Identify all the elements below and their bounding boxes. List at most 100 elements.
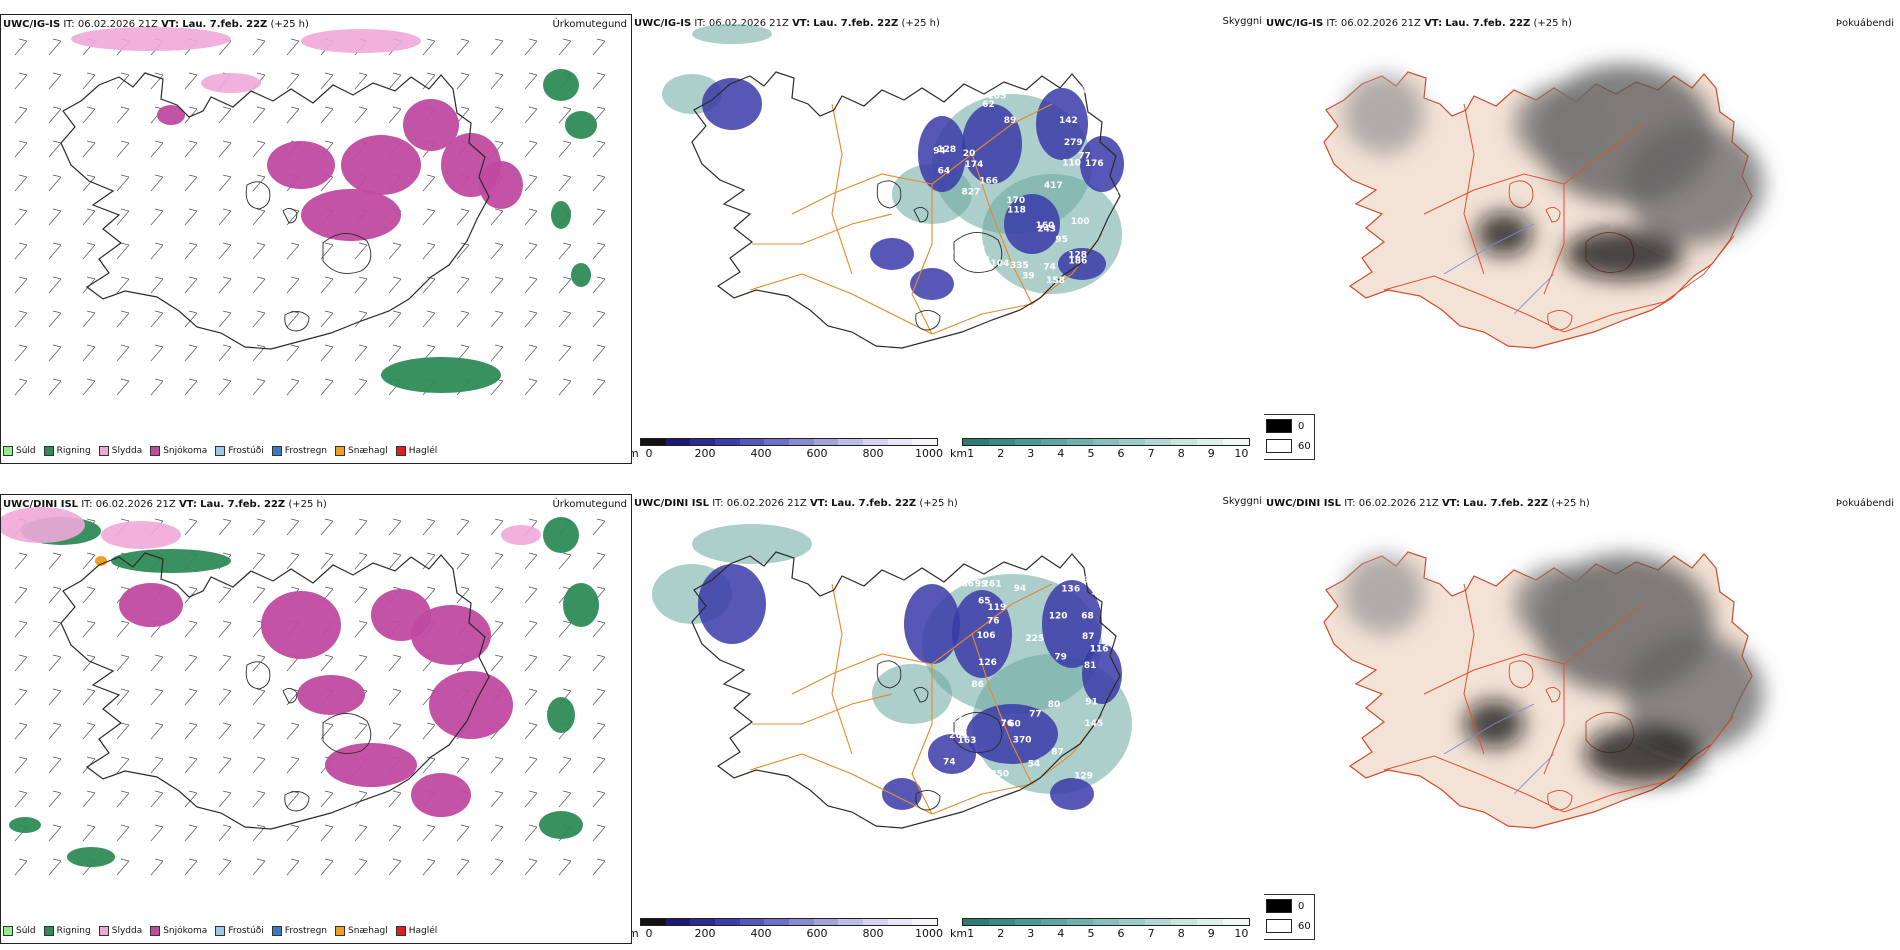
wind-barb — [116, 276, 130, 294]
cloud-base-label: 135 — [1091, 588, 1110, 598]
colorbar-segment — [963, 439, 989, 445]
legend-swatch — [395, 926, 406, 936]
cloud-base-area — [1042, 580, 1102, 668]
wind-barb — [116, 310, 130, 328]
wind-barb — [218, 790, 232, 808]
legend-swatch — [271, 446, 282, 456]
wind-barb — [184, 310, 198, 328]
wind-barb — [48, 208, 62, 226]
cloud-base-area — [698, 564, 766, 644]
legend-item: Haglél — [395, 926, 437, 936]
wind-barb — [48, 174, 62, 192]
legend-swatch — [215, 446, 226, 456]
wind-barb — [150, 276, 164, 294]
wind-barb — [116, 378, 130, 396]
wind-barb — [218, 344, 232, 362]
cloud-base-area — [910, 268, 954, 300]
colorbar-tick-label: 0 — [645, 927, 653, 940]
product-name: Þokuábendi — [1835, 498, 1894, 509]
road-line — [752, 693, 893, 725]
colorbar-segment — [838, 919, 864, 925]
wind-barb — [252, 688, 266, 706]
legend-swatch — [3, 446, 13, 456]
wind-barb — [184, 208, 198, 226]
wind-barb — [320, 378, 334, 396]
colorbar-tick-label: 10 — [1234, 927, 1249, 940]
road-line — [971, 633, 1033, 785]
cloud-base-label: 139 — [1079, 573, 1098, 583]
legend-item: Snæhagl — [335, 926, 388, 936]
wind-barb — [558, 620, 572, 638]
wind-barb — [150, 208, 164, 226]
legend-label: Snjókoma — [163, 926, 208, 936]
cloud-base-area — [952, 590, 1012, 678]
wind-barb — [524, 378, 538, 396]
product-name: Úrkomutegund — [552, 499, 627, 510]
wind-barb — [82, 756, 96, 774]
cloud-base-label: 166 — [979, 177, 998, 187]
wind-barb — [490, 38, 504, 56]
cloud-base-label: 182 — [1105, 574, 1124, 584]
glacier-outline — [876, 660, 902, 689]
wind-barb — [592, 378, 606, 396]
wind-barb — [184, 72, 198, 90]
wind-barb — [388, 276, 402, 294]
cloud-base-label: 119 — [988, 603, 1007, 613]
colorbar-segment — [1041, 919, 1067, 925]
wind-barb — [592, 722, 606, 740]
wind-barb — [82, 586, 96, 604]
wind-barb — [150, 790, 164, 808]
wind-barb — [490, 586, 504, 604]
wind-barb — [218, 586, 232, 604]
wind-barb — [456, 552, 470, 570]
colorbar-segment — [863, 439, 888, 445]
wind-barb — [388, 106, 402, 124]
snow-area — [411, 605, 491, 665]
wind-barb — [48, 824, 62, 842]
colorbar-tick-label: 8 — [1177, 447, 1185, 460]
colorbar-segment — [863, 919, 888, 925]
glacier-outline — [915, 790, 941, 811]
wind-barb — [14, 310, 28, 328]
wind-barb — [82, 620, 96, 638]
wind-barb — [354, 586, 368, 604]
precip-map — [14, 27, 606, 396]
wind-barb — [286, 344, 300, 362]
wind-barb — [592, 756, 606, 774]
wind-barb — [218, 378, 232, 396]
wind-barb — [456, 824, 470, 842]
colorbar-segment — [1145, 919, 1171, 925]
colorbar-segment — [665, 919, 691, 925]
wind-barb — [82, 208, 96, 226]
wind-barb — [184, 620, 198, 638]
cloud-base-label: 105 — [987, 92, 1006, 102]
rain-area — [563, 583, 599, 627]
legend-swatch — [98, 926, 109, 936]
colorbar-segment — [1171, 439, 1197, 445]
wind-barb — [48, 586, 62, 604]
wind-barb — [150, 378, 164, 396]
wind-barb — [354, 790, 368, 808]
wind-barb — [524, 620, 538, 638]
legend-label: Snæhagl — [348, 446, 388, 456]
cloud-base-area — [882, 778, 922, 810]
visibility-colorbar: km 1 2 3 4 5 6 7 8 9 10 — [950, 918, 1250, 940]
cloud-base-label: 557 — [1099, 85, 1118, 95]
wind-barb — [388, 824, 402, 842]
wind-barb — [524, 790, 538, 808]
wind-barb — [558, 654, 572, 672]
wind-barb — [490, 106, 504, 124]
legend-swatch — [150, 926, 161, 936]
cloud-base-label: 95 — [1055, 235, 1068, 245]
wind-barb — [286, 242, 300, 260]
colorbar-segment — [887, 919, 913, 925]
wind-barb — [524, 242, 538, 260]
colorbar-tick-label: 9 — [1207, 927, 1215, 940]
wind-barb — [252, 586, 266, 604]
cloud-base-label: 94 — [933, 146, 946, 156]
glacier-outline — [322, 233, 372, 274]
cloud-base-label: 145 — [1084, 719, 1103, 729]
legend-item: Slydda — [98, 446, 142, 456]
wind-barb — [422, 174, 436, 192]
cloud-base-label: 89 — [1004, 116, 1017, 126]
